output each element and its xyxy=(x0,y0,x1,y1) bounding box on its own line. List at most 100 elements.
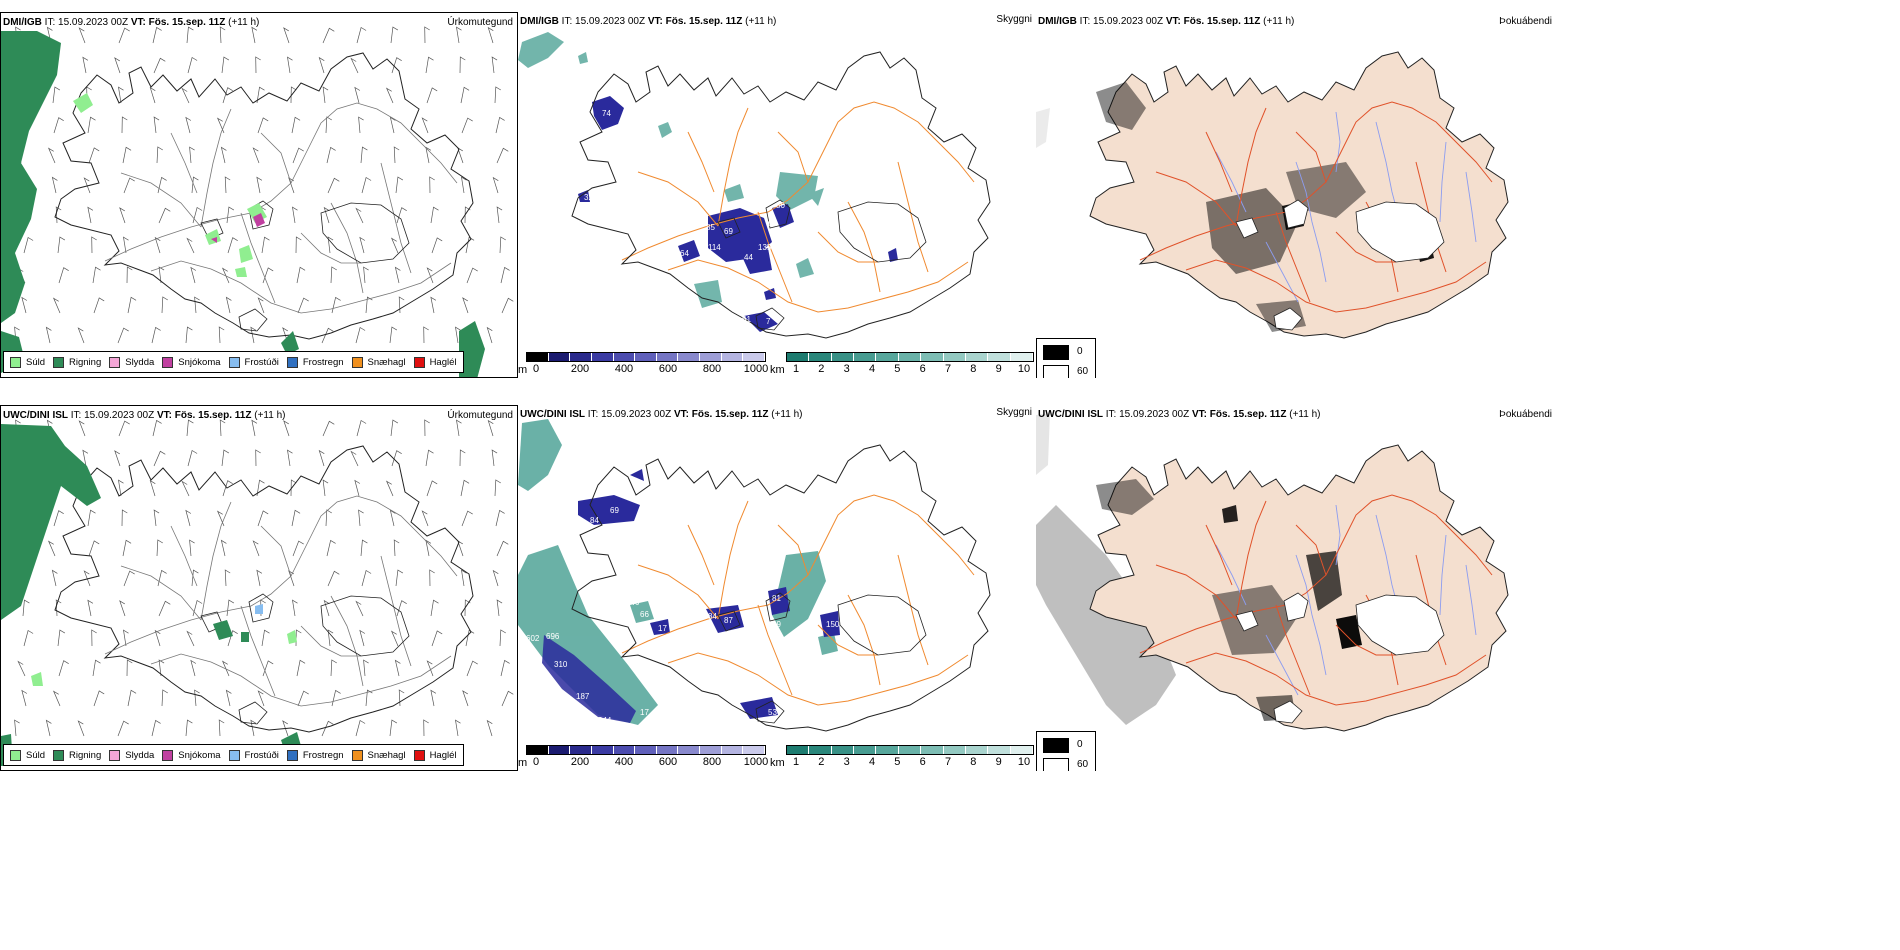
wind-barb xyxy=(290,479,297,497)
wind-barb xyxy=(390,26,399,44)
wind-barb xyxy=(365,296,373,314)
visibility-value-label: 84 xyxy=(708,612,717,621)
legend-swatch xyxy=(228,749,240,761)
wind-barb xyxy=(127,689,137,707)
wind-barb xyxy=(327,177,340,194)
wind-barb xyxy=(185,326,193,344)
wind-barb xyxy=(252,147,260,164)
legend-label: Slydda xyxy=(125,356,155,368)
vt-value: Fös. 15.sep. 11Z xyxy=(1209,409,1287,420)
wind-barb xyxy=(501,297,514,314)
colorbar-segment xyxy=(656,746,679,754)
model-name: UWC/DINI ISL xyxy=(3,410,68,421)
wind-barb xyxy=(225,296,232,314)
model-name: DMI/IGB xyxy=(1038,16,1077,27)
wind-barb xyxy=(325,509,332,527)
wind-barb xyxy=(158,207,171,224)
wind-barb xyxy=(226,206,235,224)
wind-barb xyxy=(282,720,289,737)
wind-barb xyxy=(297,297,309,314)
wind-barb xyxy=(499,629,506,647)
wind-barb xyxy=(359,629,366,647)
wind-barb xyxy=(394,266,401,284)
wind-barb xyxy=(499,236,506,254)
wind-barb xyxy=(297,690,309,707)
legend-label: Frostregn xyxy=(302,749,344,761)
fog-legend-swatch xyxy=(1043,758,1069,771)
lead-time: (+11 h) xyxy=(745,16,777,27)
low-visibility-m xyxy=(578,96,898,332)
wind-barb xyxy=(17,660,26,677)
legend-label: Snæhagl xyxy=(367,749,406,761)
colorbar-tick: 0 xyxy=(532,363,540,375)
wind-barb xyxy=(421,117,429,134)
colorbar-tick: 3 xyxy=(843,756,850,768)
colorbar-segment xyxy=(527,746,549,754)
wind-barb xyxy=(326,539,336,557)
wind-barb xyxy=(291,116,301,134)
it-value: 15.09.2023 00Z xyxy=(575,16,646,27)
wind-barb xyxy=(161,689,168,707)
visibility-value-label: 69 xyxy=(610,506,619,515)
colorbar-segment xyxy=(876,353,899,361)
fog-panel-top: DMI/IGB IT: 15.09.2023 00Z VT: Fös. 15.s… xyxy=(1036,12,1556,378)
fog-legend-label: 60 xyxy=(1077,366,1089,377)
wind-barb xyxy=(257,690,265,707)
wind-barb xyxy=(430,296,437,314)
wind-barb xyxy=(426,87,438,104)
legend-label: Haglél xyxy=(429,749,457,761)
wind-barb xyxy=(225,689,232,707)
wind-barb xyxy=(51,176,58,194)
wind-barb xyxy=(318,56,325,74)
colorbar-segment xyxy=(809,353,832,361)
it-value: 15.09.2023 00Z xyxy=(1119,409,1190,420)
wind-barb xyxy=(192,599,203,617)
wind-barb xyxy=(185,719,193,737)
wind-barb xyxy=(292,599,298,617)
wind-barb xyxy=(356,26,367,44)
wind-barb xyxy=(296,659,306,677)
wind-barb xyxy=(461,117,473,134)
wind-barb xyxy=(486,719,493,737)
fog-map-top xyxy=(1036,51,1509,339)
colorbar-tick: 0 xyxy=(532,756,540,768)
precip-legend-item: Snæhagl xyxy=(351,356,406,368)
colorbar-segment xyxy=(743,353,766,361)
header-bottom-visibility: UWC/DINI ISL IT: 15.09.2023 00Z VT: Fös.… xyxy=(520,409,802,420)
wind-barb xyxy=(491,449,498,467)
wind-barb xyxy=(287,449,293,467)
legend-swatch xyxy=(351,749,363,761)
wind-barb xyxy=(21,296,28,314)
wind-barb xyxy=(153,509,160,527)
colorbar-tick: 400 xyxy=(614,756,634,768)
wind-barb xyxy=(283,27,290,44)
wind-barb xyxy=(291,509,301,527)
visibility-panel-bottom: 69 84 946 66 17 84 87 81 39 150 502 602 696 310 187 244… xyxy=(518,405,1036,771)
colorbar-tick: 200 xyxy=(570,756,590,768)
precip-legend-item: Frostregn xyxy=(286,749,344,761)
colorbar-segment xyxy=(548,353,571,361)
visibility-value-label: 17 xyxy=(658,624,667,633)
visibility-value-label: 66 xyxy=(640,610,649,619)
visibility-value-label: 84 xyxy=(590,516,599,525)
wind-barb xyxy=(252,540,260,557)
wind-barb xyxy=(318,449,325,467)
precip-legend-item: Súld xyxy=(10,356,45,368)
wind-barb xyxy=(221,56,230,74)
wind-barb xyxy=(224,176,231,194)
wind-barb xyxy=(149,479,156,497)
wind-barb xyxy=(123,629,129,647)
vt-value: Fös. 15.sep. 11Z xyxy=(1183,16,1261,27)
wind-barb xyxy=(256,569,263,587)
wind-barb xyxy=(227,237,238,254)
wind-barb xyxy=(460,86,470,104)
fog-legend-label: 0 xyxy=(1077,739,1083,750)
wind-barb xyxy=(262,660,274,677)
wind-barb xyxy=(331,296,341,314)
precip-legend-item: Snæhagl xyxy=(351,749,406,761)
wind-barb xyxy=(487,26,494,44)
colorbar-tick: 5 xyxy=(894,363,901,375)
wind-barb xyxy=(496,147,509,164)
wind-barb xyxy=(189,539,195,557)
wind-barb xyxy=(186,26,194,44)
